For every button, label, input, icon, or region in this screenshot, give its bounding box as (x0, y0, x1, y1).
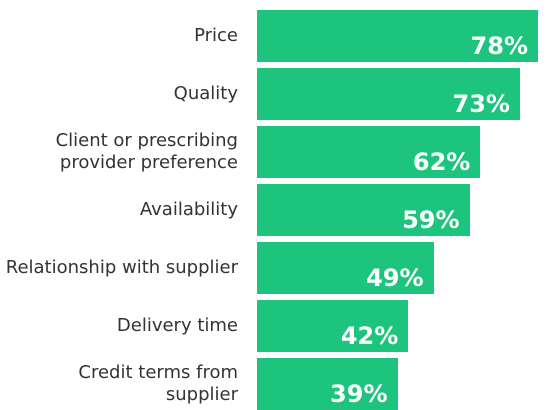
bar: 59% (257, 184, 470, 236)
value-label: 73% (452, 90, 510, 118)
bar-row: Price 78% (0, 10, 552, 62)
category-label: Relationship with supplier (5, 257, 238, 278)
bar-row: Delivery time 42% (0, 300, 552, 352)
bar-row: Client or prescribing provider preferenc… (0, 126, 552, 178)
bar-row: Relationship with supplier 49% (0, 242, 552, 294)
value-label: 62% (412, 148, 471, 176)
category-label: Quality (173, 83, 238, 104)
category-label: Delivery time (116, 315, 238, 336)
value-label: 78% (470, 32, 528, 60)
category-label: Client or prescribing provider preferenc… (55, 130, 238, 173)
bar: 49% (257, 242, 434, 294)
value-label: 59% (402, 206, 460, 234)
value-label: 42% (340, 322, 399, 350)
bar-row: Availability 59% (0, 184, 552, 236)
bar-row: Quality 73% (0, 68, 552, 120)
category-label: Price (194, 25, 238, 46)
bar: 78% (257, 10, 538, 62)
value-label: 49% (366, 264, 424, 292)
bar: 42% (257, 300, 409, 352)
value-label: 39% (330, 380, 388, 408)
bar: 62% (257, 126, 481, 178)
category-label: Availability (139, 199, 238, 220)
category-label: Credit terms from supplier (78, 362, 238, 405)
bar-row: Credit terms from supplier 39% (0, 358, 552, 410)
bar: 39% (257, 358, 398, 410)
bar: 73% (257, 68, 520, 120)
